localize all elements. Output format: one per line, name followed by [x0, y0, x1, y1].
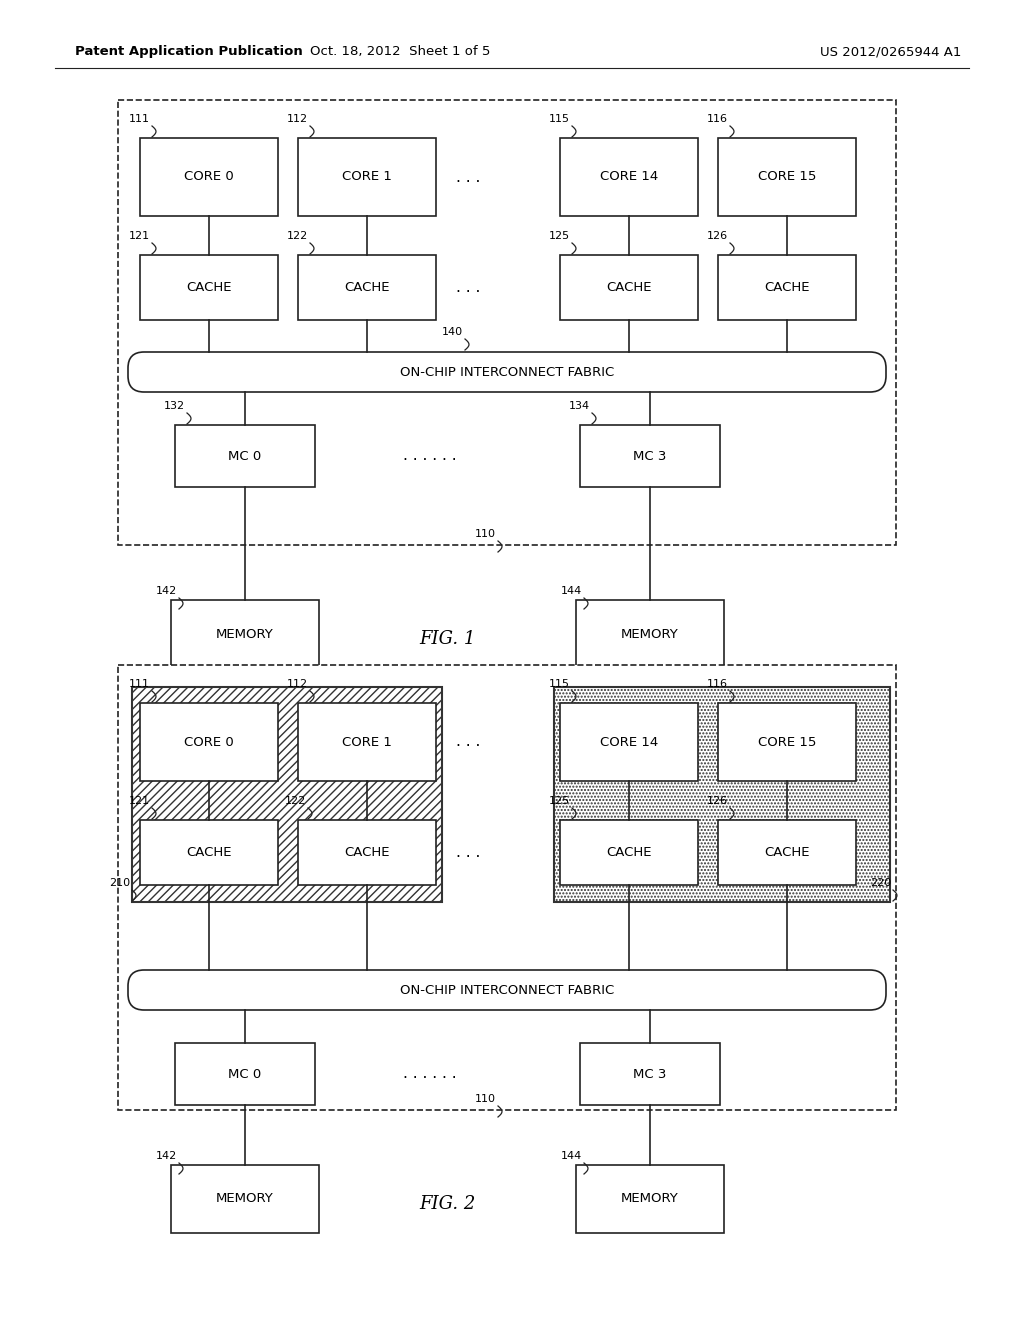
Text: MC 3: MC 3 [633, 1068, 667, 1081]
Bar [175, 425, 315, 487]
Bar [171, 601, 319, 668]
Text: 140: 140 [442, 327, 463, 337]
Text: CORE 0: CORE 0 [184, 735, 233, 748]
Text: . . . . . .: . . . . . . [403, 1067, 457, 1081]
Text: 110: 110 [475, 1094, 496, 1104]
Bar [298, 820, 436, 884]
Text: 116: 116 [707, 114, 728, 124]
Bar [580, 425, 720, 487]
Text: 112: 112 [287, 114, 308, 124]
Text: 144: 144 [561, 586, 582, 597]
Text: . . . . . .: . . . . . . [403, 449, 457, 463]
Text: 125: 125 [549, 796, 570, 807]
FancyBboxPatch shape [128, 970, 886, 1010]
FancyBboxPatch shape [128, 352, 886, 392]
Text: Patent Application Publication: Patent Application Publication [75, 45, 303, 58]
Text: 115: 115 [549, 678, 570, 689]
Text: CACHE: CACHE [764, 281, 810, 294]
Bar [560, 820, 698, 884]
Text: Oct. 18, 2012  Sheet 1 of 5: Oct. 18, 2012 Sheet 1 of 5 [310, 45, 490, 58]
Text: CORE 1: CORE 1 [342, 735, 392, 748]
Text: 134: 134 [569, 401, 590, 411]
Text: 121: 121 [129, 231, 150, 242]
Text: 121: 121 [129, 796, 150, 807]
Text: US 2012/0265944 A1: US 2012/0265944 A1 [820, 45, 962, 58]
Text: CACHE: CACHE [186, 846, 231, 859]
Text: MC 3: MC 3 [633, 450, 667, 462]
Text: CORE 14: CORE 14 [600, 170, 658, 183]
Text: . . .: . . . [456, 280, 480, 294]
Text: CACHE: CACHE [186, 281, 231, 294]
Text: . . .: . . . [456, 845, 480, 861]
Text: CACHE: CACHE [606, 846, 651, 859]
Bar [118, 665, 896, 1110]
Text: CORE 0: CORE 0 [184, 170, 233, 183]
Text: MC 0: MC 0 [228, 450, 261, 462]
Text: MC 0: MC 0 [228, 1068, 261, 1081]
Text: CACHE: CACHE [606, 281, 651, 294]
Text: ON-CHIP INTERCONNECT FABRIC: ON-CHIP INTERCONNECT FABRIC [400, 366, 614, 379]
Bar [171, 1166, 319, 1233]
Text: 111: 111 [129, 114, 150, 124]
Text: FIG. 2: FIG. 2 [419, 1195, 476, 1213]
Text: 122: 122 [287, 231, 308, 242]
Text: 126: 126 [707, 796, 728, 807]
Bar [554, 686, 890, 902]
Text: CORE 15: CORE 15 [758, 735, 816, 748]
Bar [560, 704, 698, 781]
Bar [140, 820, 278, 884]
Text: 115: 115 [549, 114, 570, 124]
Text: 116: 116 [707, 678, 728, 689]
Text: . . .: . . . [456, 734, 480, 750]
Text: 210: 210 [109, 878, 130, 888]
Bar [575, 1166, 724, 1233]
Text: 126: 126 [707, 231, 728, 242]
Bar [560, 139, 698, 216]
Bar [175, 1043, 315, 1105]
Bar [298, 139, 436, 216]
Text: FIG. 1: FIG. 1 [419, 630, 476, 648]
Text: 142: 142 [156, 1151, 177, 1162]
Text: 142: 142 [156, 586, 177, 597]
Text: 122: 122 [285, 796, 306, 807]
Bar [118, 100, 896, 545]
Bar [575, 601, 724, 668]
Text: CACHE: CACHE [344, 281, 390, 294]
Text: CORE 1: CORE 1 [342, 170, 392, 183]
Text: 220: 220 [869, 878, 891, 888]
Bar [298, 255, 436, 319]
Bar [140, 139, 278, 216]
Text: 132: 132 [164, 401, 185, 411]
Text: CACHE: CACHE [764, 846, 810, 859]
Bar [132, 686, 442, 902]
Text: MEMORY: MEMORY [216, 1192, 273, 1205]
Text: . . .: . . . [456, 169, 480, 185]
Bar [298, 704, 436, 781]
Text: 125: 125 [549, 231, 570, 242]
Text: 110: 110 [475, 529, 496, 539]
Text: MEMORY: MEMORY [622, 627, 679, 640]
Text: CORE 15: CORE 15 [758, 170, 816, 183]
Bar [718, 704, 856, 781]
Bar [718, 820, 856, 884]
Bar [580, 1043, 720, 1105]
Text: 112: 112 [287, 678, 308, 689]
Text: MEMORY: MEMORY [622, 1192, 679, 1205]
Bar [718, 139, 856, 216]
Bar [140, 704, 278, 781]
Bar [560, 255, 698, 319]
Text: CACHE: CACHE [344, 846, 390, 859]
Bar [140, 255, 278, 319]
Text: MEMORY: MEMORY [216, 627, 273, 640]
Text: ON-CHIP INTERCONNECT FABRIC: ON-CHIP INTERCONNECT FABRIC [400, 983, 614, 997]
Text: CORE 14: CORE 14 [600, 735, 658, 748]
Text: 144: 144 [561, 1151, 582, 1162]
Bar [718, 255, 856, 319]
Text: 111: 111 [129, 678, 150, 689]
